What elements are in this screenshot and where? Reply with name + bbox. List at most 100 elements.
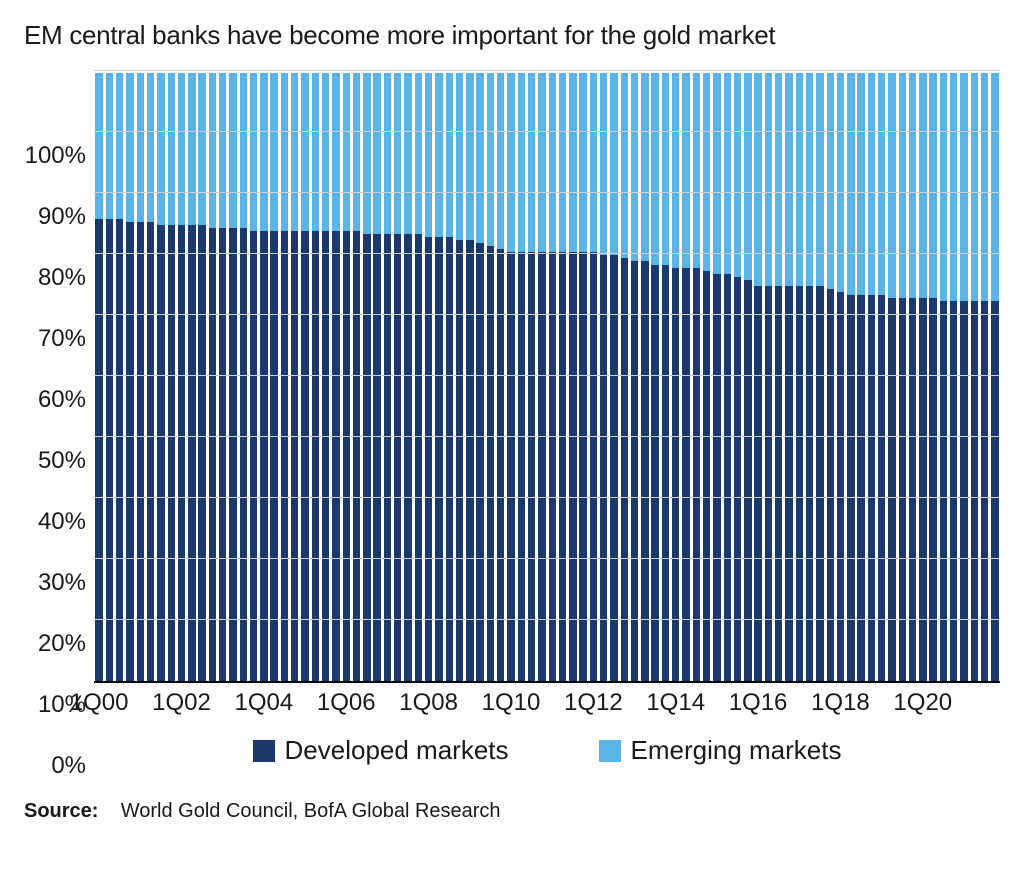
bar-segment-developed bbox=[868, 295, 875, 681]
bar bbox=[240, 73, 247, 681]
bar-segment-developed bbox=[373, 234, 380, 681]
bar-slot bbox=[331, 73, 341, 681]
bar bbox=[960, 73, 967, 681]
bar-slot bbox=[218, 73, 228, 681]
bar-segment-emerging bbox=[940, 73, 947, 301]
bar bbox=[837, 73, 844, 681]
source-text: World Gold Council, BofA Global Research bbox=[121, 800, 501, 822]
bar-segment-developed bbox=[270, 231, 277, 681]
bar bbox=[250, 73, 257, 681]
bar bbox=[476, 73, 483, 681]
bar-segment-emerging bbox=[219, 73, 226, 228]
bar-segment-emerging bbox=[971, 73, 978, 301]
bar-segment-emerging bbox=[425, 73, 432, 237]
y-tick-label: 90% bbox=[24, 203, 86, 231]
bar-slot bbox=[918, 73, 928, 681]
bar-slot bbox=[506, 73, 516, 681]
bar bbox=[651, 73, 658, 681]
bar bbox=[569, 73, 576, 681]
bar-slot bbox=[526, 73, 536, 681]
bar-segment-developed bbox=[415, 234, 422, 681]
bar bbox=[621, 73, 628, 681]
x-tick-label: 1Q10 bbox=[482, 689, 541, 717]
bar-segment-developed bbox=[343, 231, 350, 681]
bar-segment-developed bbox=[229, 228, 236, 681]
bar-slot bbox=[928, 73, 938, 681]
bar-segment-developed bbox=[384, 234, 391, 681]
bar-segment-emerging bbox=[250, 73, 257, 231]
bar-slot bbox=[434, 73, 444, 681]
bar bbox=[610, 73, 617, 681]
bar-slot bbox=[794, 73, 804, 681]
bar-slot bbox=[228, 73, 238, 681]
bar bbox=[168, 73, 175, 681]
bar-segment-developed bbox=[940, 301, 947, 681]
bar bbox=[260, 73, 267, 681]
bar-segment-emerging bbox=[724, 73, 731, 274]
bar bbox=[981, 73, 988, 681]
bar-slot bbox=[125, 73, 135, 681]
bar-slot bbox=[424, 73, 434, 681]
bar-slot bbox=[743, 73, 753, 681]
bar-segment-developed bbox=[281, 231, 288, 681]
bar-segment-developed bbox=[610, 255, 617, 681]
x-tick-label: 1Q18 bbox=[811, 689, 870, 717]
bar-slot bbox=[547, 73, 557, 681]
bar bbox=[724, 73, 731, 681]
bar-slot bbox=[382, 73, 392, 681]
bar-segment-emerging bbox=[332, 73, 339, 231]
legend-item-emerging: Emerging markets bbox=[599, 735, 842, 766]
bar-slot bbox=[671, 73, 681, 681]
bar bbox=[95, 73, 102, 681]
bar-slot bbox=[135, 73, 145, 681]
bar bbox=[888, 73, 895, 681]
bar-segment-emerging bbox=[682, 73, 689, 268]
bar-segment-developed bbox=[456, 240, 463, 681]
bar bbox=[157, 73, 164, 681]
bar-segment-emerging bbox=[857, 73, 864, 295]
bar-slot bbox=[166, 73, 176, 681]
bar-segment-emerging bbox=[343, 73, 350, 231]
bar bbox=[899, 73, 906, 681]
bar bbox=[549, 73, 556, 681]
bar bbox=[446, 73, 453, 681]
bar-slot bbox=[866, 73, 876, 681]
bar-segment-developed bbox=[538, 252, 545, 681]
bar-slot bbox=[516, 73, 526, 681]
bar-segment-developed bbox=[960, 301, 967, 681]
bar bbox=[631, 73, 638, 681]
bars-container bbox=[94, 73, 1000, 681]
bar-segment-emerging bbox=[394, 73, 401, 234]
bar-segment-emerging bbox=[363, 73, 370, 234]
bar-segment-emerging bbox=[95, 73, 102, 219]
bar-segment-emerging bbox=[270, 73, 277, 231]
bar-segment-emerging bbox=[827, 73, 834, 289]
bar-slot bbox=[990, 73, 1000, 681]
bar-slot bbox=[949, 73, 959, 681]
bar-slot bbox=[248, 73, 258, 681]
bar-segment-developed bbox=[126, 222, 133, 681]
bar-segment-developed bbox=[785, 286, 792, 681]
bar bbox=[641, 73, 648, 681]
bar-segment-emerging bbox=[260, 73, 267, 231]
bar-segment-emerging bbox=[631, 73, 638, 261]
bar-slot bbox=[815, 73, 825, 681]
bar-segment-developed bbox=[744, 280, 751, 681]
x-tick-label: 1Q12 bbox=[564, 689, 623, 717]
bar-segment-emerging bbox=[909, 73, 916, 298]
bar bbox=[291, 73, 298, 681]
bar-segment-emerging bbox=[703, 73, 710, 271]
bar-segment-emerging bbox=[610, 73, 617, 255]
x-tick-label: 1Q08 bbox=[399, 689, 458, 717]
bar-segment-emerging bbox=[641, 73, 648, 261]
bar bbox=[404, 73, 411, 681]
bar bbox=[384, 73, 391, 681]
bar bbox=[703, 73, 710, 681]
bar-segment-developed bbox=[116, 219, 123, 681]
bar-slot bbox=[938, 73, 948, 681]
bar-segment-developed bbox=[446, 237, 453, 681]
bar-segment-emerging bbox=[373, 73, 380, 234]
bar-segment-emerging bbox=[209, 73, 216, 228]
bar-slot bbox=[290, 73, 300, 681]
bar-segment-emerging bbox=[415, 73, 422, 234]
